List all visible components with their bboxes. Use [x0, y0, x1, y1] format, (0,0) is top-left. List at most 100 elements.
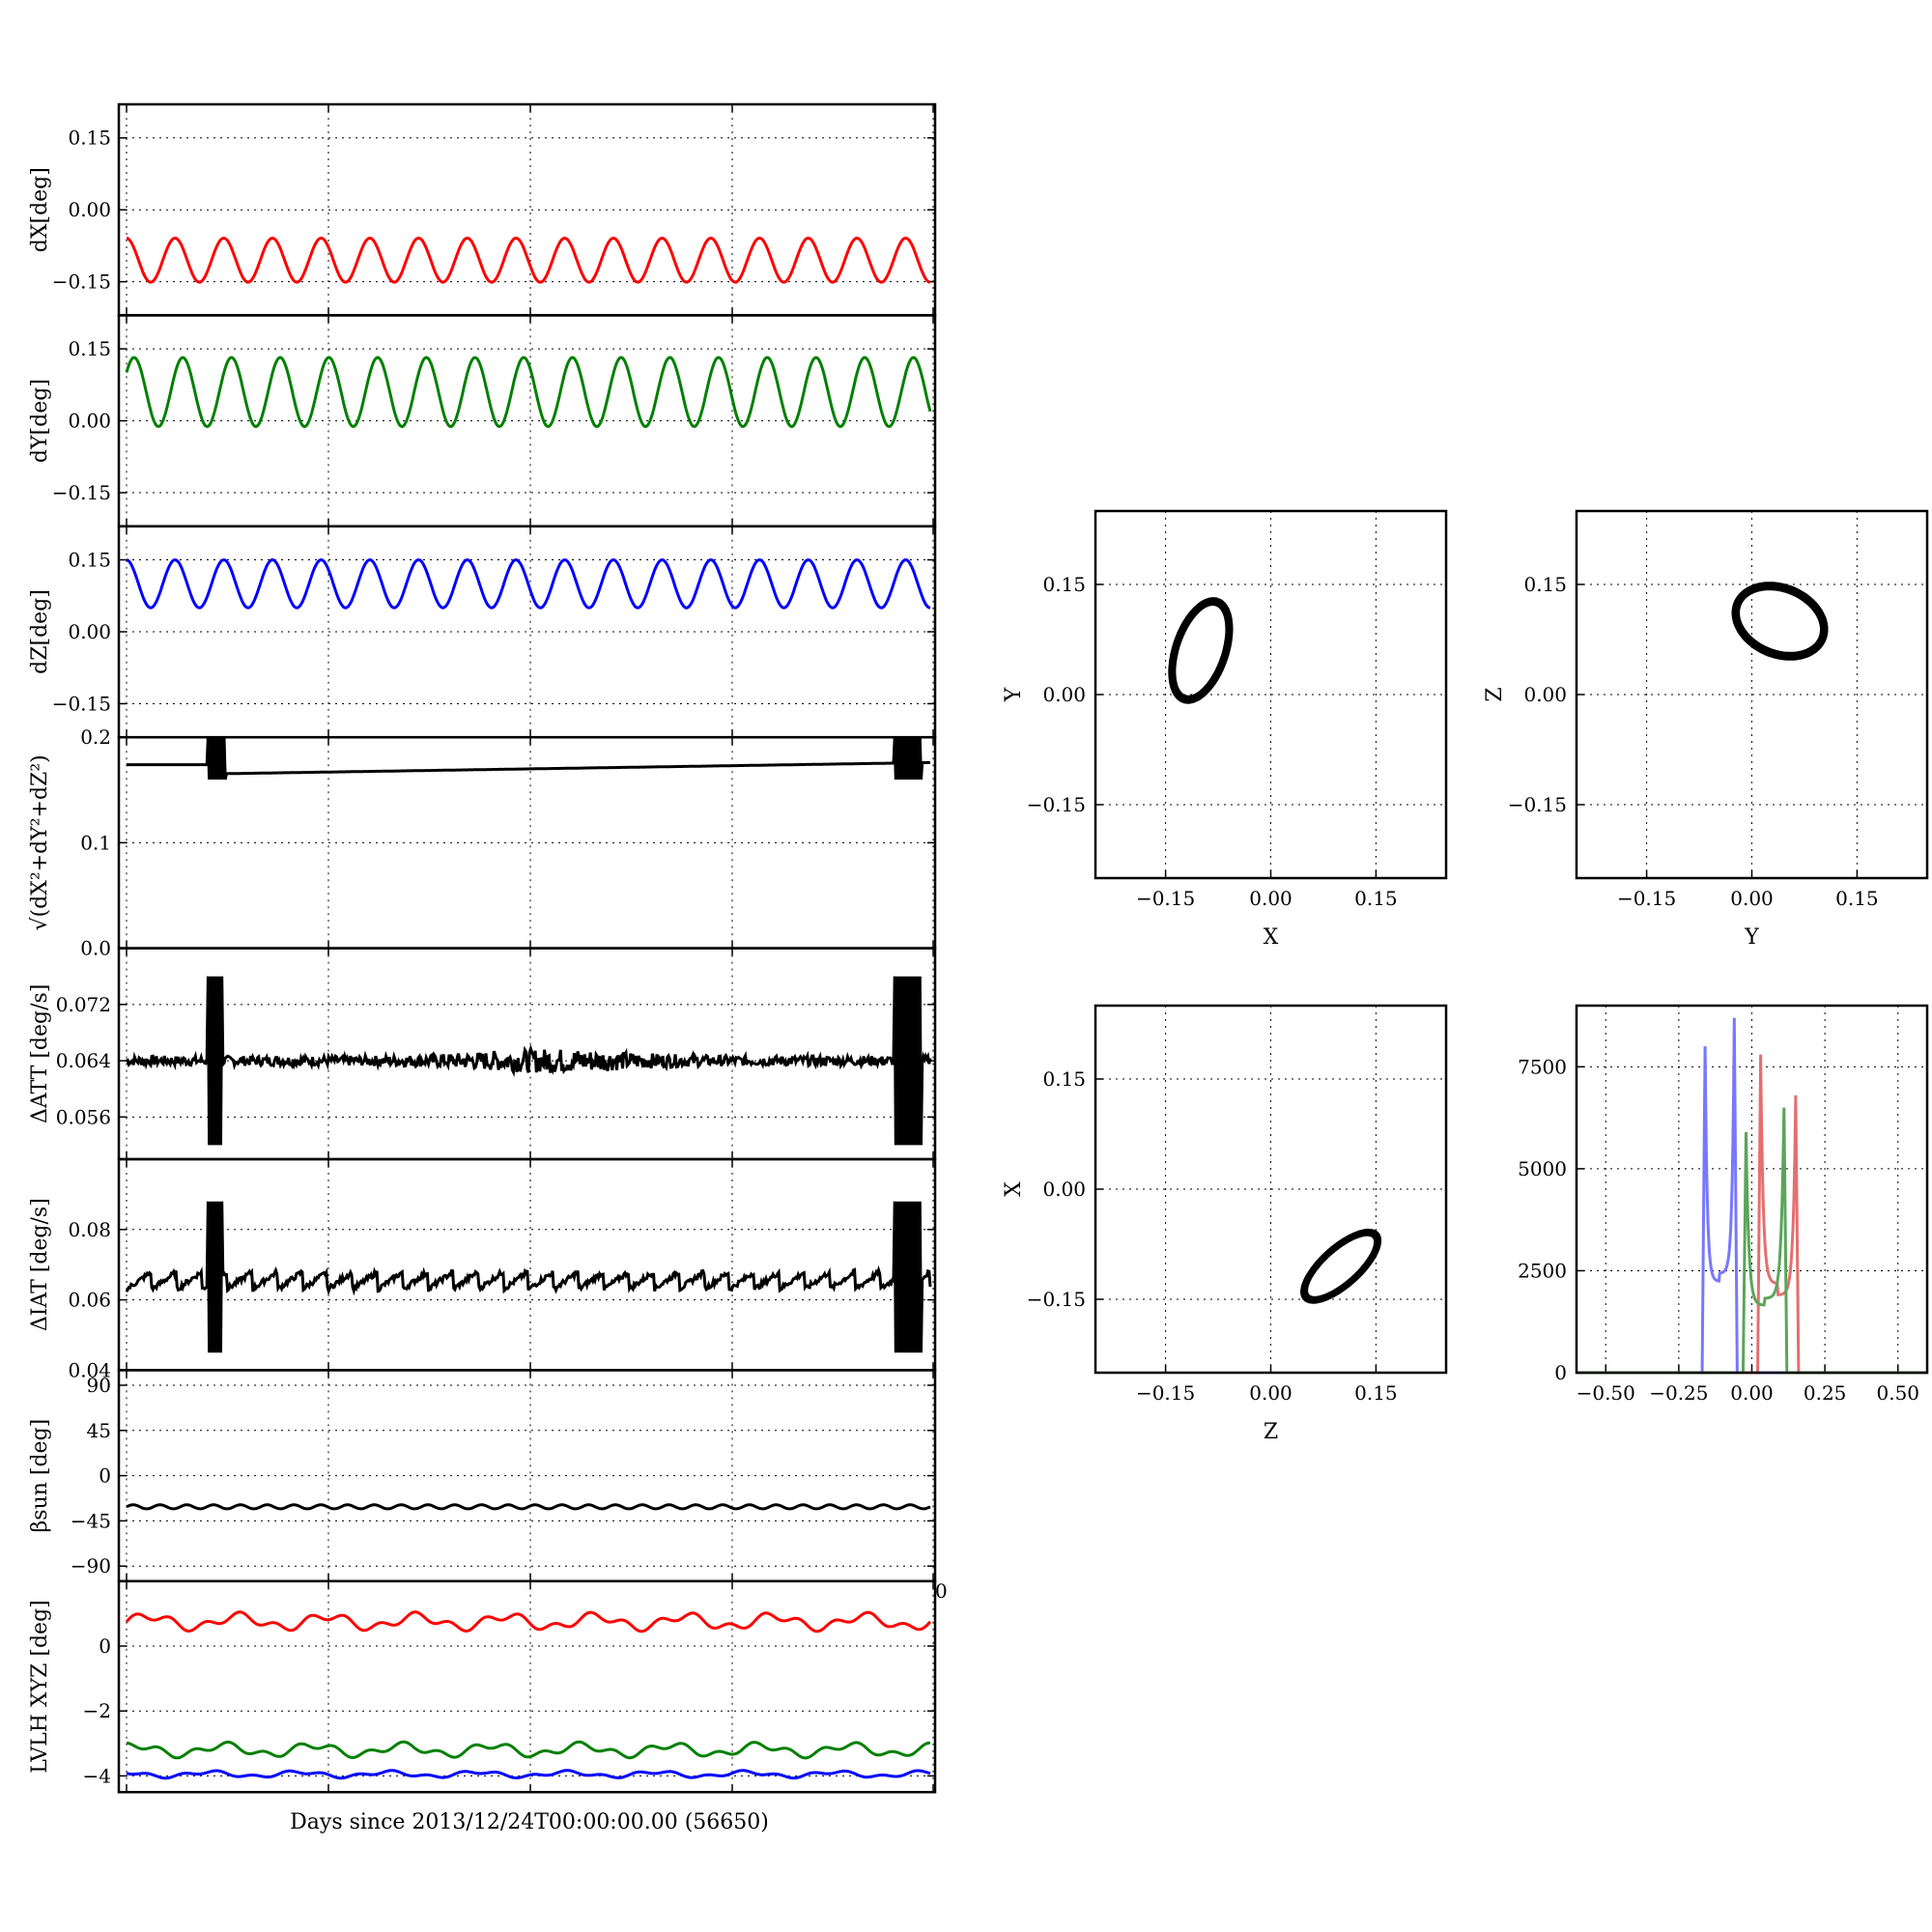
scatter-trace [1171, 601, 1231, 700]
y-tick-label: 5000 [1518, 1157, 1567, 1180]
y-tick-label: 0 [99, 1464, 111, 1488]
y-tick-label: 45 [87, 1419, 111, 1442]
x-axis-label: Y [1744, 925, 1759, 950]
x-tick-label: 0.15 [1835, 887, 1879, 910]
timeseries-stack: 0.150.00−0.15dX[deg]0.150.00−0.15dY[deg]… [28, 102, 937, 1794]
y-tick-label: 0.15 [68, 127, 111, 150]
histogram-panel: −0.50 −0.25 0.00 0.25 0.50 7500 5000 2500 0 [1518, 1004, 1929, 1405]
scatter-trace [1174, 604, 1228, 697]
panel-frame [117, 1579, 937, 1794]
y-tick-label: −0.15 [1027, 1288, 1086, 1311]
x-tick-label: 0.15 [1354, 887, 1398, 910]
series-line-datt-0 [126, 976, 932, 1146]
y-axis-label: dZ[deg] [28, 589, 52, 674]
panel-lvlh: 0 −2 −4 LVLH XYZ [deg] [28, 1579, 937, 1794]
x-tick-label: −0.15 [1617, 887, 1676, 910]
y-axis-label: Y [1002, 687, 1026, 702]
scatter-trace [1170, 599, 1232, 702]
stray-tick-label: 0 [935, 1579, 948, 1603]
series-line-lvlh-1 [126, 1740, 930, 1760]
y-tick-label: 0.0 [80, 937, 111, 960]
y-tick-label: −0.15 [52, 270, 111, 294]
y-tick-label: −0.15 [1027, 793, 1086, 816]
panel-diat: 0.08 0.06 0.04 ΔIAT [deg/s] [28, 1157, 937, 1381]
y-axis-label: dY[deg] [28, 379, 52, 463]
scatter-trace [1169, 597, 1233, 703]
x-tick-label: 0.50 [1876, 1381, 1919, 1405]
series-line-beta-0 [126, 1503, 931, 1511]
scatter-panels: −0.15 −0.15 0.00 0.00 0.15 0.15 X Y −0.15 −0.15 0.… [1002, 509, 1929, 1444]
y-tick-label: 0 [99, 1634, 111, 1658]
panel-frame [1575, 1004, 1929, 1375]
y-tick-label: 0.072 [56, 993, 111, 1016]
x-axis-label: Z [1264, 1420, 1278, 1444]
y-tick-label: 0 [1554, 1361, 1567, 1384]
x-tick-label: −0.15 [1136, 1381, 1195, 1405]
panel-mag: 0.2 0.1 0.0 √(dX²+dY²+dZ²) [28, 725, 937, 960]
y-axis-label: X [1002, 1181, 1026, 1197]
y-tick-label: 7500 [1518, 1055, 1567, 1078]
y-tick-label: 0.00 [1523, 683, 1567, 706]
y-tick-label: −0.15 [1508, 793, 1567, 816]
scatter-trace [1731, 582, 1829, 661]
scatter-trace [1169, 598, 1233, 703]
y-tick-label: 0.00 [68, 410, 111, 433]
y-axis-label: βsun [deg] [28, 1419, 52, 1533]
y-axis-label: Z [1483, 687, 1507, 701]
y-tick-label: 0.15 [68, 337, 111, 360]
series-line-lvlh-2 [126, 1769, 931, 1780]
histogram-series-1 [1577, 1054, 1927, 1375]
y-tick-label: 0.15 [1042, 573, 1086, 596]
y-tick-label: 0.08 [68, 1218, 111, 1241]
scatter-trace [1732, 582, 1828, 661]
histogram-series-0 [1577, 1017, 1927, 1375]
x-tick-label: 0.00 [1730, 1381, 1774, 1405]
y-tick-label: 0.06 [68, 1289, 111, 1312]
panel-frame [1094, 1004, 1448, 1375]
histogram-series-2 [1577, 1107, 1927, 1375]
y-axis-label: dX[deg] [28, 167, 52, 252]
series-line-diat-0 [125, 1201, 932, 1353]
x-tick-label: 0.00 [1730, 887, 1774, 910]
y-tick-label: 0.00 [1042, 683, 1086, 706]
x-tick-label: 0.15 [1354, 1381, 1398, 1405]
y-tick-label: 0.1 [80, 831, 111, 854]
y-tick-label: 0.2 [80, 725, 111, 749]
y-tick-label: 90 [87, 1374, 111, 1397]
y-tick-label: −45 [71, 1509, 111, 1532]
y-tick-label: 0.15 [1523, 573, 1567, 596]
time-axis-label: Days since 2013/12/24T00:00:00.00 (56650… [290, 1810, 769, 1834]
x-tick-label: 0.25 [1804, 1381, 1847, 1405]
y-axis-label: √(dX²+dY²+dZ²) [28, 754, 52, 930]
y-tick-label: −4 [83, 1764, 111, 1787]
y-tick-label: 0.00 [1042, 1178, 1086, 1201]
scatter-trace [1168, 597, 1234, 704]
y-tick-label: 0.00 [68, 198, 111, 221]
panel-frame [117, 1157, 937, 1372]
y-tick-label: 0.15 [68, 549, 111, 572]
series-line-mag-0 [127, 737, 930, 781]
panel-beta: 90 45 0 −45 −90 βsun [deg] [28, 1369, 937, 1583]
series-line-dy-0 [125, 355, 932, 429]
series-line-dz-0 [126, 557, 931, 610]
y-tick-label: 0.04 [68, 1358, 111, 1381]
scatter-yz: −0.15 −0.15 0.00 0.00 0.15 0.15 Y Z [1483, 509, 1929, 950]
y-tick-label: 0.056 [56, 1105, 111, 1128]
y-tick-label: −0.15 [52, 481, 111, 504]
x-tick-label: −0.15 [1136, 887, 1195, 910]
series-line-lvlh-0 [125, 1610, 932, 1634]
series-line-dx-0 [126, 236, 931, 284]
panel-frame [1575, 509, 1929, 880]
x-tick-label: −0.50 [1577, 1381, 1635, 1405]
scatter-trace [1301, 1230, 1381, 1303]
y-tick-label: −90 [71, 1554, 111, 1577]
scatter-xy: −0.15 −0.15 0.00 0.00 0.15 0.15 X Y [1002, 509, 1448, 950]
scatter-zx: −0.15 −0.15 0.00 0.00 0.15 0.15 Z X [1002, 1004, 1448, 1444]
histogram-hist: −0.50 −0.25 0.00 0.25 0.50 7500 5000 2500 0 [1518, 1004, 1929, 1405]
y-tick-label: 2500 [1518, 1259, 1567, 1282]
